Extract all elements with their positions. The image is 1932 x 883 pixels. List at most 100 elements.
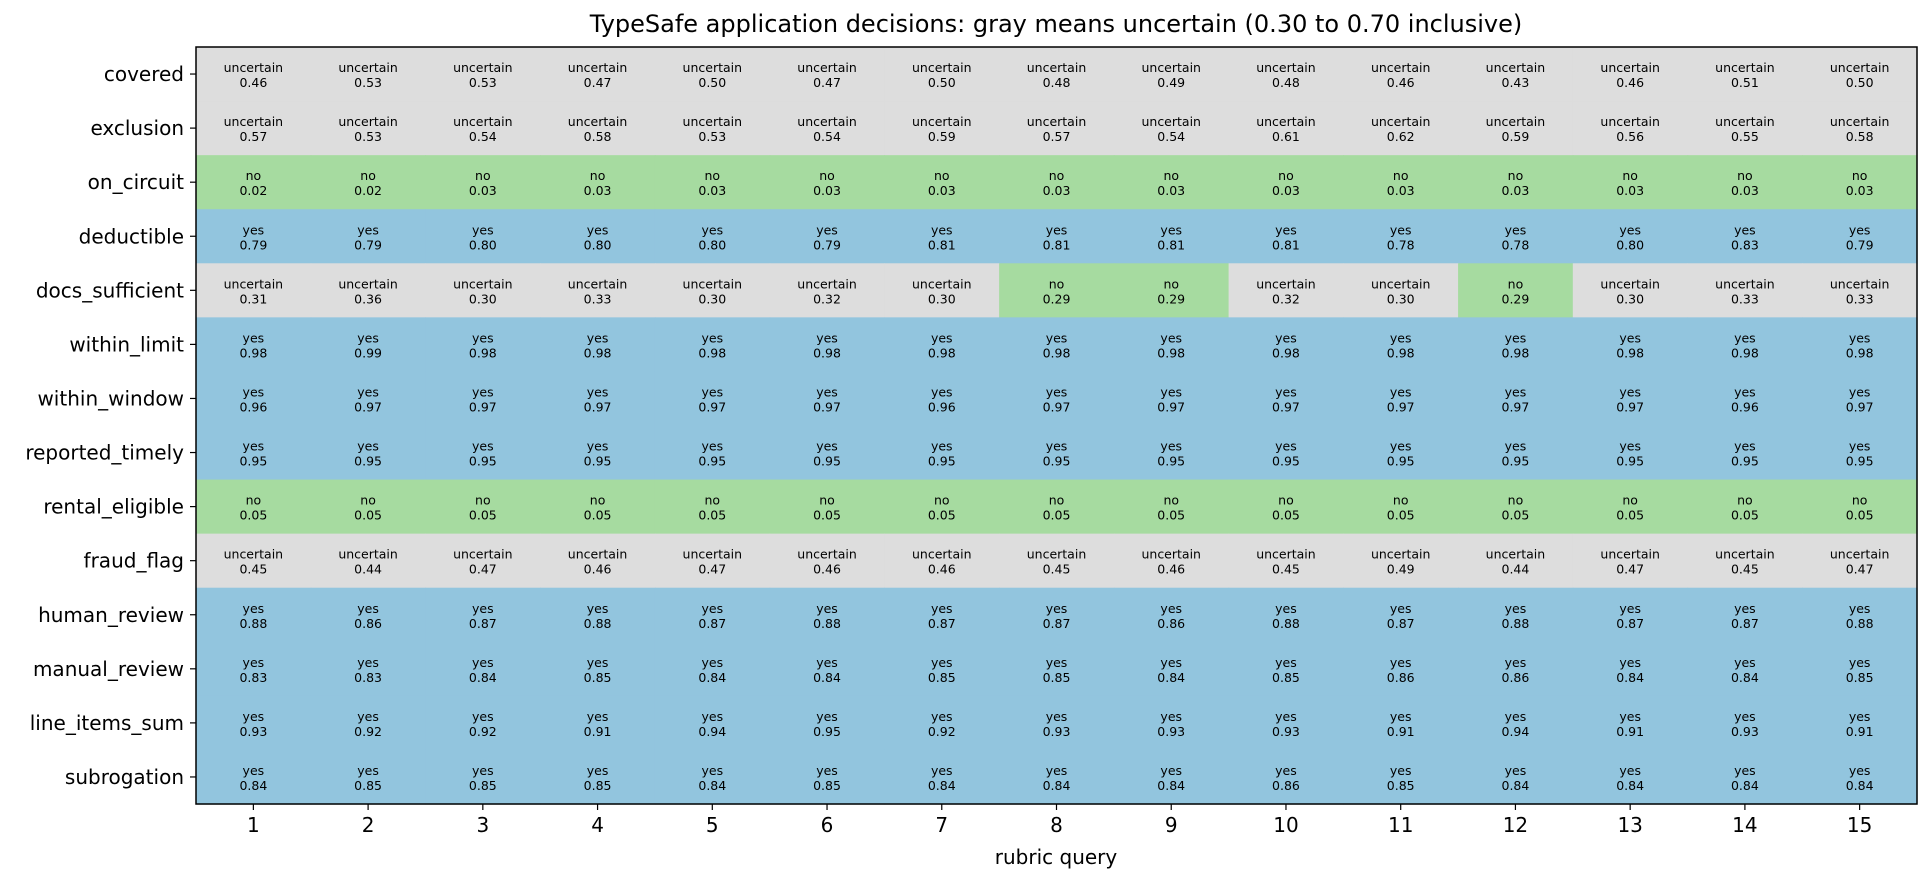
- cell-decision-label: yes: [1275, 384, 1297, 399]
- y-tick-label: deductible: [79, 224, 184, 248]
- cell-value-label: 0.05: [1387, 508, 1415, 523]
- x-tick-label: 12: [1503, 813, 1528, 837]
- heatmap-cell: [884, 695, 1000, 751]
- cell-value-label: 0.84: [1157, 778, 1185, 793]
- cell-decision-label: no: [1049, 168, 1065, 183]
- cell-decision-label: yes: [243, 601, 265, 616]
- heatmap-cell: [1343, 155, 1459, 210]
- x-tick-label: 2: [362, 813, 375, 837]
- cell-decision-label: no: [1393, 168, 1409, 183]
- cell-value-label: 0.03: [1616, 183, 1644, 198]
- cell-value-label: 0.87: [928, 616, 956, 631]
- cell-value-label: 0.86: [1387, 670, 1415, 685]
- heatmap-cell: [654, 533, 771, 589]
- heatmap-cell: [884, 101, 1000, 156]
- heatmap-cell: [884, 155, 1000, 210]
- cell-value-label: 0.62: [1387, 129, 1415, 144]
- heatmap-cell: [1343, 695, 1459, 751]
- heatmap-cell: [425, 587, 541, 643]
- heatmap-cell: [196, 479, 312, 535]
- cell-value-label: 0.84: [698, 670, 726, 685]
- heatmap-cell: [540, 479, 656, 535]
- cell-value-label: 0.87: [469, 616, 497, 631]
- cell-value-label: 0.46: [1387, 75, 1415, 90]
- cell-value-label: 0.03: [1043, 183, 1071, 198]
- cell-value-label: 0.87: [1387, 616, 1415, 631]
- cell-decision-label: yes: [1734, 222, 1756, 237]
- cell-value-label: 0.05: [469, 508, 497, 523]
- cell-decision-label: uncertain: [1830, 114, 1890, 129]
- cell-decision-label: yes: [243, 222, 265, 237]
- cell-value-label: 0.87: [1731, 616, 1759, 631]
- heatmap-cell: [1687, 317, 1803, 373]
- cell-decision-label: uncertain: [453, 276, 513, 291]
- cell-decision-label: yes: [1390, 330, 1412, 345]
- heatmap-cell: [1113, 479, 1230, 535]
- heatmap-cell: [1687, 209, 1803, 264]
- heatmap-cell: [769, 641, 885, 697]
- heatmap-cell: [1228, 371, 1344, 427]
- heatmap-cell: [999, 425, 1115, 481]
- cell-decision-label: yes: [816, 222, 838, 237]
- heatmap-cell: [1228, 641, 1344, 697]
- cell-decision-label: uncertain: [224, 547, 284, 562]
- cell-decision-label: yes: [1734, 384, 1756, 399]
- cell-value-label: 0.03: [928, 183, 956, 198]
- y-tick-label: manual_review: [33, 657, 184, 681]
- cell-value-label: 0.98: [469, 345, 497, 360]
- cell-decision-label: yes: [1619, 763, 1641, 778]
- cell-value-label: 0.79: [354, 237, 382, 252]
- heatmap-cell: [310, 425, 427, 481]
- heatmap-cell: [196, 263, 312, 318]
- cell-value-label: 0.84: [1846, 778, 1874, 793]
- heatmap-cell: [1802, 695, 1918, 751]
- heatmap-cell: [884, 209, 1000, 264]
- cell-value-label: 0.05: [584, 508, 612, 523]
- cell-value-label: 0.86: [354, 616, 382, 631]
- cell-decision-label: yes: [701, 222, 723, 237]
- cell-decision-label: yes: [472, 222, 494, 237]
- cell-value-label: 0.59: [1502, 129, 1530, 144]
- heatmap-cell: [769, 317, 885, 373]
- cell-decision-label: no: [1622, 493, 1638, 508]
- cell-value-label: 0.30: [1387, 291, 1415, 306]
- heatmap-cell: [540, 263, 656, 318]
- x-tick-label: 1: [247, 813, 260, 837]
- heatmap-cell: [769, 101, 885, 156]
- y-tick-label: on_circuit: [88, 170, 184, 194]
- cell-value-label: 0.95: [469, 454, 497, 469]
- heatmap-cell: [1228, 533, 1344, 589]
- y-tick-label: docs_sufficient: [36, 278, 184, 302]
- heatmap-cell: [310, 47, 427, 102]
- cell-decision-label: no: [1163, 493, 1179, 508]
- heatmap-cell: [425, 155, 541, 210]
- cell-value-label: 0.05: [1616, 508, 1644, 523]
- cell-decision-label: yes: [1046, 384, 1068, 399]
- cell-decision-label: yes: [1160, 330, 1182, 345]
- cell-value-label: 0.85: [584, 778, 612, 793]
- heatmap-cell: [1458, 47, 1574, 102]
- cell-value-label: 0.54: [469, 129, 497, 144]
- cell-value-label: 0.45: [239, 562, 267, 577]
- cell-value-label: 0.97: [584, 399, 612, 414]
- heatmap-cell: [1687, 587, 1803, 643]
- heatmap-cell: [1458, 317, 1574, 373]
- heatmap-cell: [310, 533, 427, 589]
- cell-decision-label: yes: [1849, 763, 1871, 778]
- cell-decision-label: yes: [1849, 601, 1871, 616]
- heatmap-cell: [999, 47, 1115, 102]
- cell-value-label: 0.03: [698, 183, 726, 198]
- heatmap-cell: [1458, 533, 1574, 589]
- cell-value-label: 0.36: [354, 291, 382, 306]
- cell-value-label: 0.95: [1043, 454, 1071, 469]
- cell-value-label: 0.97: [1157, 399, 1185, 414]
- x-tick-label: 15: [1847, 813, 1872, 837]
- cell-decision-label: yes: [931, 763, 953, 778]
- cell-value-label: 0.85: [1272, 670, 1300, 685]
- cell-value-label: 0.30: [469, 291, 497, 306]
- cell-decision-label: no: [1393, 493, 1409, 508]
- cell-value-label: 0.31: [239, 291, 267, 306]
- cell-value-label: 0.57: [239, 129, 267, 144]
- cell-decision-label: yes: [816, 763, 838, 778]
- heatmap-cell: [196, 47, 312, 102]
